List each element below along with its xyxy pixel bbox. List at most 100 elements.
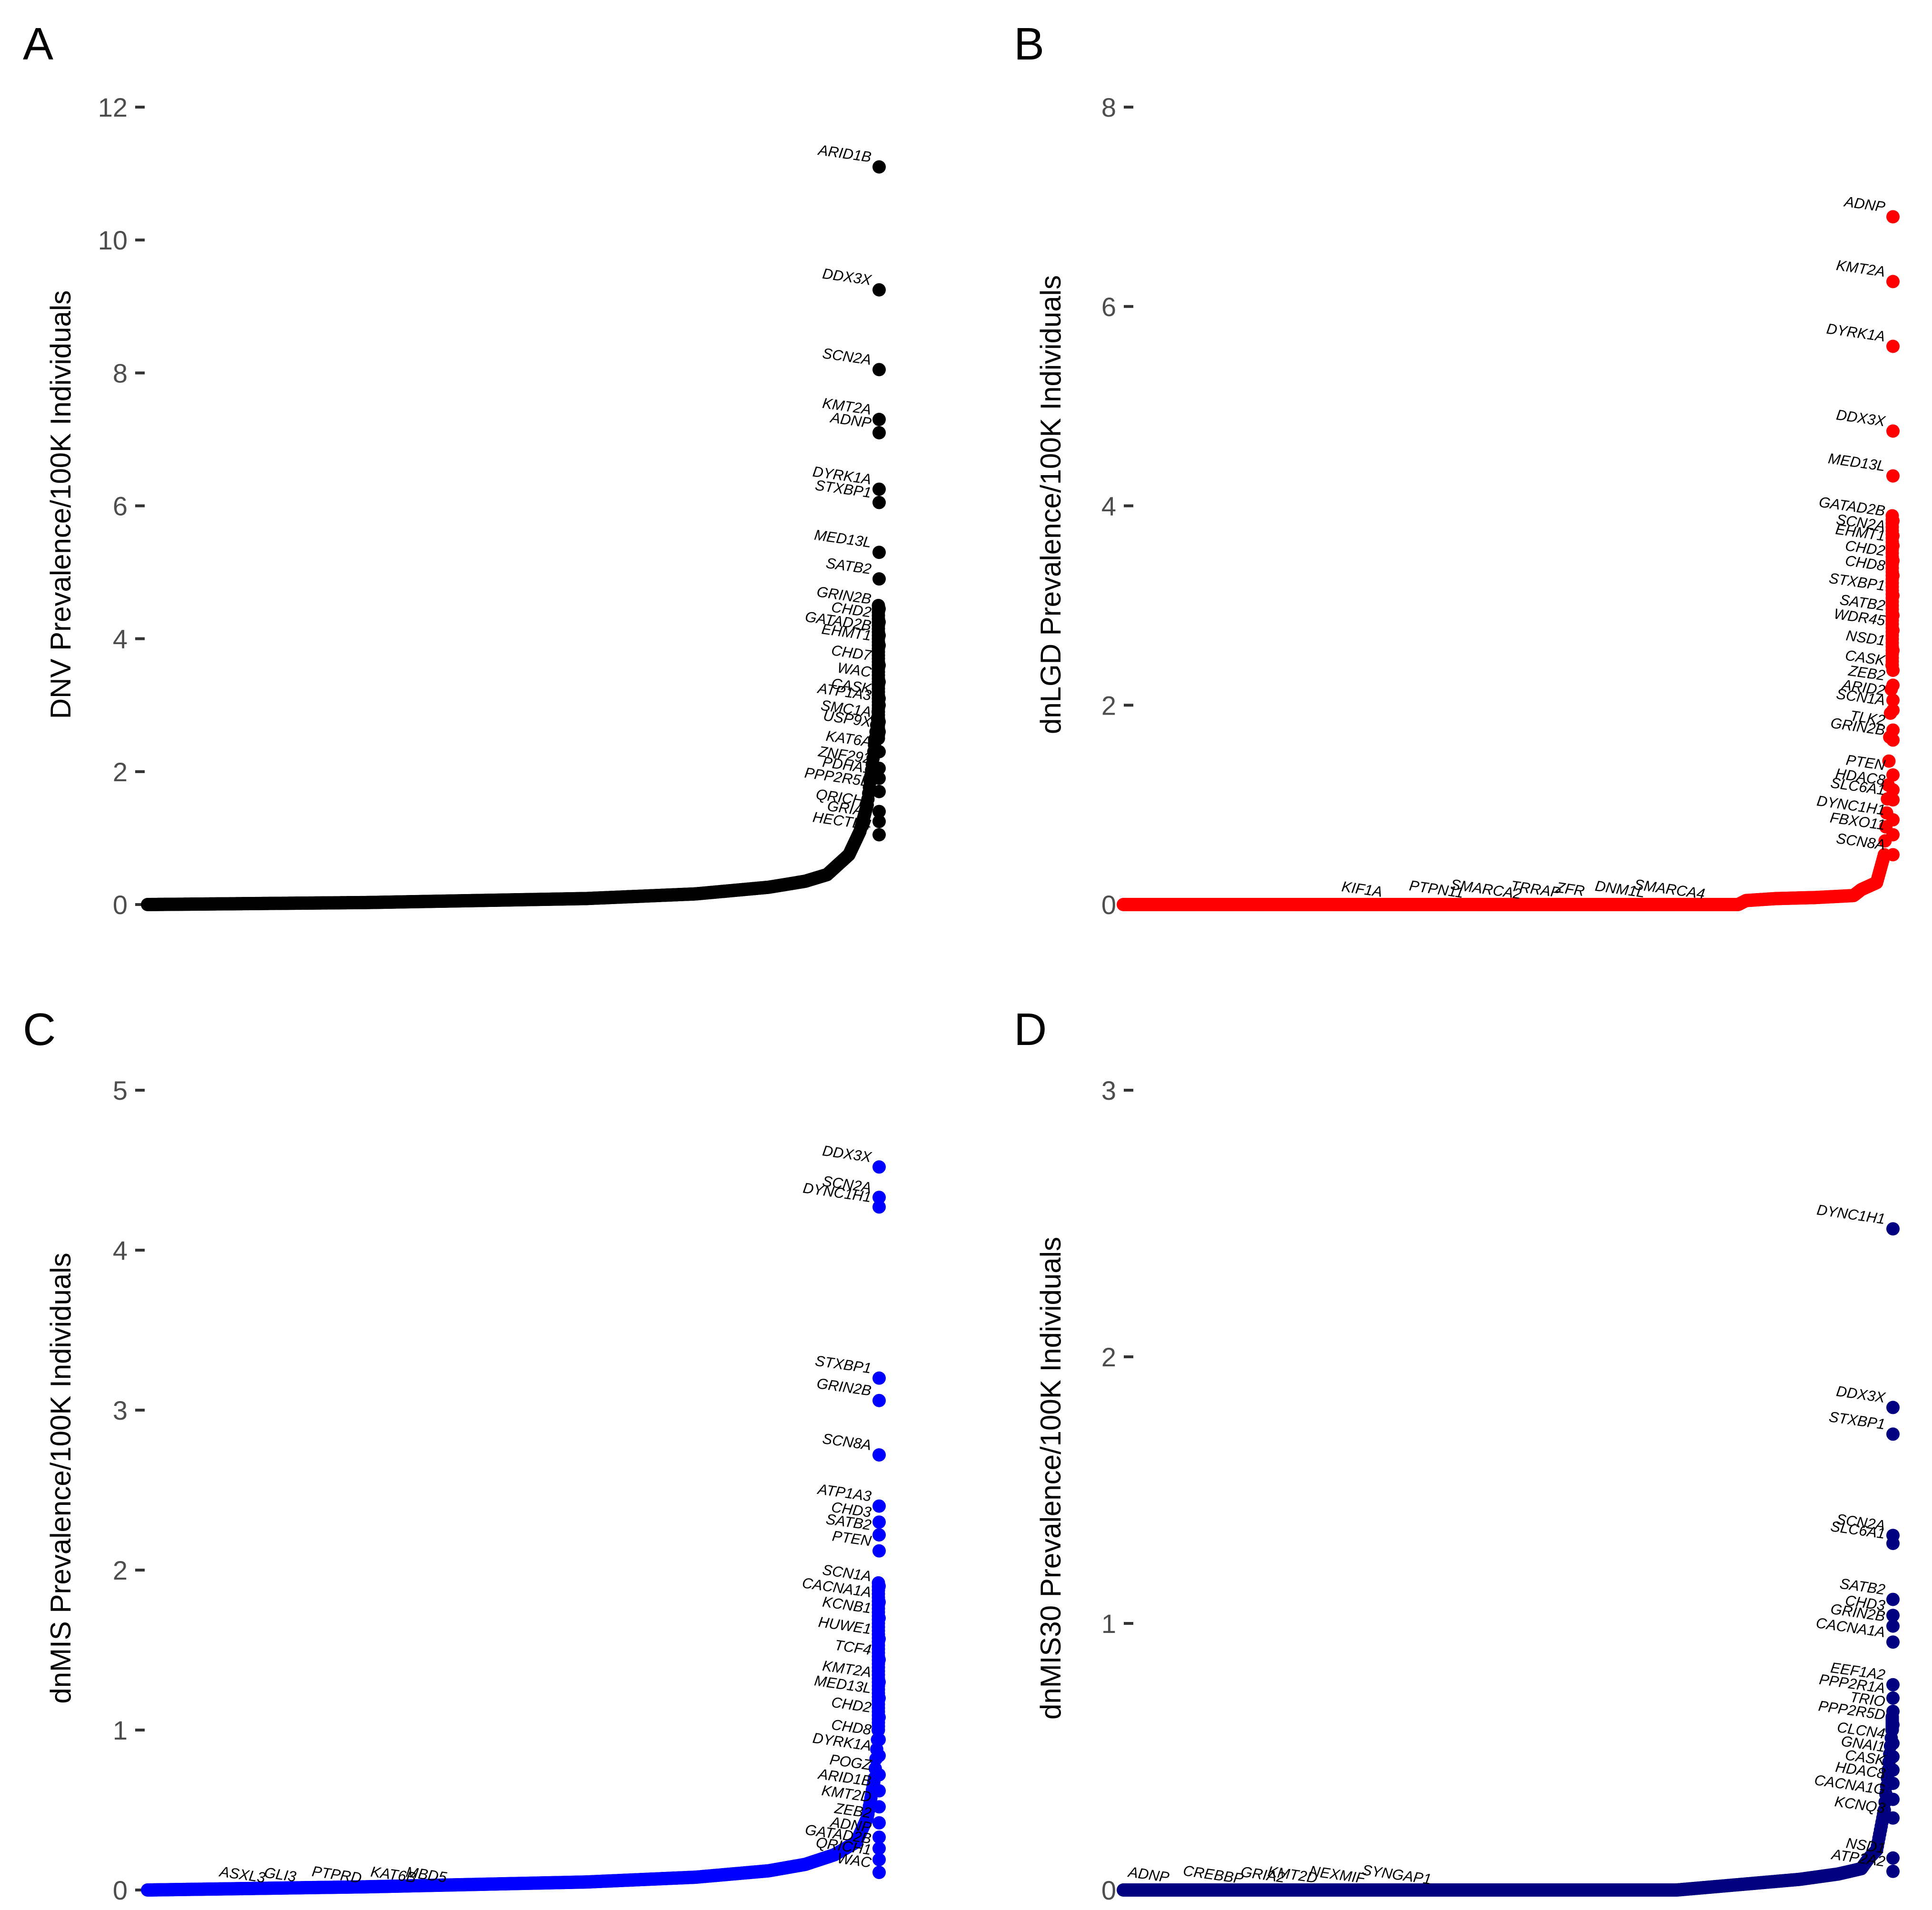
labeled-gene-point: [872, 1653, 886, 1667]
labeled-gene-point: [1886, 210, 1900, 224]
labeled-gene-point: [872, 413, 886, 427]
y-tick-label: 8: [113, 358, 128, 388]
labeled-gene-point: [1886, 339, 1900, 353]
y-tick-label: 3: [1101, 1075, 1116, 1105]
gene-label: DDX3X: [822, 1142, 873, 1165]
labeled-gene-point: [872, 1515, 886, 1529]
labeled-gene-point: [1886, 588, 1900, 602]
y-tick-label: 6: [1101, 292, 1116, 322]
labeled-gene-point: [1886, 1619, 1900, 1633]
gene-curve: [1117, 1710, 1899, 1897]
y-tick-label: 0: [113, 1875, 128, 1905]
y-axis-title: dnMIS30 Prevalence/100K Individuals: [1035, 1237, 1067, 1720]
labeled-gene-point: [872, 602, 886, 616]
gene-label: MED13L: [813, 527, 872, 551]
y-tick-label: 12: [98, 92, 128, 122]
y-tick-label: 4: [1101, 491, 1116, 521]
gene-label: DYRK1A: [1825, 320, 1886, 345]
labeled-gene-point: [1886, 663, 1900, 677]
labeled-gene-point: [1886, 1537, 1900, 1550]
labeled-gene-point: [1886, 569, 1900, 583]
gene-label: ADNP: [1126, 1863, 1170, 1886]
gene-label: GRIN2B: [816, 1375, 872, 1399]
labeled-gene-point: [872, 745, 886, 758]
y-tick-label: 2: [113, 757, 128, 787]
labeled-gene-point: [1886, 1811, 1900, 1825]
labeled-gene-point: [872, 1579, 886, 1593]
labeled-gene-point: [1886, 848, 1900, 862]
labeled-gene-point: [1886, 424, 1900, 438]
labeled-gene-point: [1886, 1792, 1900, 1806]
labeled-gene-point: [1886, 828, 1900, 842]
gene-label: DYNC1H1: [1816, 1201, 1886, 1227]
labeled-gene-point: [1886, 1737, 1900, 1750]
labeled-gene-point: [1886, 1704, 1900, 1718]
gene-label: SCN8A: [1835, 830, 1886, 853]
labeled-gene-point: [872, 1499, 886, 1513]
y-tick-label: 8: [1101, 92, 1116, 122]
labeled-gene-point: [872, 675, 886, 689]
labeled-gene-point: [872, 1816, 886, 1830]
labeled-gene-point: [1886, 1750, 1900, 1763]
labeled-gene-point: [872, 572, 886, 586]
y-axis-title: DNV Prevalence/100K Individuals: [45, 290, 77, 719]
labeled-gene-point: [872, 1200, 886, 1214]
labeled-gene-point: [872, 546, 886, 559]
labeled-gene-point: [1886, 1592, 1900, 1606]
labeled-gene-point: [1886, 783, 1900, 797]
gene-label: STXBP1: [1828, 1408, 1886, 1432]
y-tick-label: 6: [113, 491, 128, 521]
labeled-gene-point: [1886, 693, 1900, 707]
y-tick-label: 0: [1101, 890, 1116, 920]
gene-label: ZFR: [1555, 879, 1586, 899]
labeled-gene-point: [872, 771, 886, 785]
y-tick-label: 2: [1101, 1342, 1116, 1372]
gene-label: ARID1B: [816, 141, 872, 166]
labeled-gene-point: [872, 1711, 886, 1724]
labeled-gene-point: [872, 785, 886, 798]
labeled-gene-point: [872, 1800, 886, 1814]
y-tick-label: 2: [1101, 690, 1116, 720]
labeled-gene-point: [872, 761, 886, 775]
gene-label: NEXMIF: [1308, 1862, 1367, 1887]
labeled-gene-point: [1886, 1777, 1900, 1790]
labeled-gene-point: [872, 363, 886, 377]
gene-label: KIF1A: [1340, 878, 1383, 900]
labeled-gene-point: [872, 1448, 886, 1462]
labeled-gene-point: [872, 1393, 886, 1407]
labeled-gene-point: [872, 725, 886, 739]
panel-letter: D: [1014, 1004, 1047, 1055]
y-tick-label: 2: [113, 1555, 128, 1585]
panel-a: A DNV Prevalence/100K Individuals 0 2 4 6 8 10 1…: [23, 19, 886, 920]
labeled-gene-point: [1886, 644, 1900, 657]
labeled-gene-point: [872, 283, 886, 297]
y-tick-label: 0: [113, 890, 128, 920]
labeled-gene-point: [872, 160, 886, 174]
labeled-gene-point: [872, 1160, 886, 1174]
gene-point: [1882, 754, 1896, 768]
labeled-gene-point: [872, 658, 886, 672]
labeled-gene-point: [872, 1691, 886, 1705]
gene-label: CREBBP: [1182, 1862, 1244, 1887]
labeled-gene-point: [1886, 1864, 1900, 1878]
labeled-gene-point: [1886, 1222, 1900, 1236]
labeled-gene-point: [1886, 793, 1900, 807]
y-tick-label: 1: [1101, 1609, 1116, 1639]
gene-label: ADNP: [1843, 193, 1886, 215]
labeled-gene-point: [872, 1749, 886, 1762]
labeled-gene-point: [872, 1784, 886, 1798]
labeled-gene-point: [872, 1595, 886, 1609]
y-axis-title: dnMIS Prevalence/100K Individuals: [45, 1253, 77, 1703]
y-tick-label: 5: [113, 1075, 128, 1105]
labeled-gene-point: [1886, 1635, 1900, 1649]
labeled-gene-point: [872, 628, 886, 642]
labeled-gene-point: [872, 615, 886, 629]
labeled-gene-point: [1886, 1691, 1900, 1705]
gene-curve: [141, 598, 885, 911]
labeled-gene-point: [872, 1675, 886, 1689]
labeled-gene-point: [872, 496, 886, 509]
gene-label: MED13L: [1827, 450, 1886, 474]
labeled-gene-point: [1886, 539, 1900, 553]
